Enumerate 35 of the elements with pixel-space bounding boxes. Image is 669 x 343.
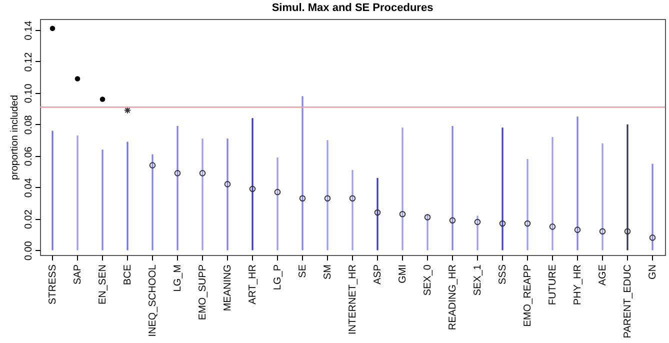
y-axis-title: proportion included xyxy=(10,94,20,180)
x-tick-label: AGE xyxy=(598,264,608,286)
x-tick-label: READING_HR xyxy=(448,264,458,330)
y-tick-label: 0.10 xyxy=(24,83,34,104)
y-tick-label: 0.14 xyxy=(24,20,34,40)
x-tick-label: ASP xyxy=(372,264,384,285)
x-tick-label: SSS xyxy=(498,264,508,285)
x-tick-label: SEX_0 xyxy=(422,264,434,296)
x-tick-label: SEX_1 xyxy=(472,264,484,296)
x-tick-label: EMO_SUPP xyxy=(198,264,208,320)
y-tick-label: 0.08 xyxy=(24,114,34,135)
x-tick-label: LG_P xyxy=(272,264,284,290)
x-tick-label: ART_HR xyxy=(248,264,258,304)
x-tick-label: EMO_REAPP xyxy=(522,264,534,327)
x-tick-label: INTERNET_HR xyxy=(348,264,358,335)
y-tick-label: 0.04 xyxy=(24,178,34,198)
y-tick-label: 0.02 xyxy=(24,209,34,230)
x-tick-label: STRESS xyxy=(48,264,58,305)
x-tick-label: SM xyxy=(322,264,334,280)
x-tick-label: EN_SEN xyxy=(98,264,108,305)
x-tick-label: SAP xyxy=(72,264,84,285)
x-tick-label: SE xyxy=(298,264,308,278)
y-tick-label: 0.12 xyxy=(24,52,34,72)
x-tick-label: FUTURE xyxy=(548,264,558,306)
x-tick-label: PHY_HR xyxy=(572,264,584,306)
x-tick-label: LG_M xyxy=(172,264,184,292)
x-tick-label: GMI xyxy=(398,264,408,284)
x-tick-label: BCE xyxy=(122,264,134,286)
x-tick-label: MEANING xyxy=(222,264,234,312)
y-tick-label: 0.06 xyxy=(24,146,34,166)
x-tick-label: INEQ_SCHOOL xyxy=(148,264,158,337)
y-tick-label: 0.00 xyxy=(24,240,34,261)
x-tick-label: PARENT_EDUC xyxy=(622,264,634,338)
x-tick-label: GN xyxy=(648,264,658,280)
chart-title: Simul. Max and SE Procedures xyxy=(272,2,434,14)
